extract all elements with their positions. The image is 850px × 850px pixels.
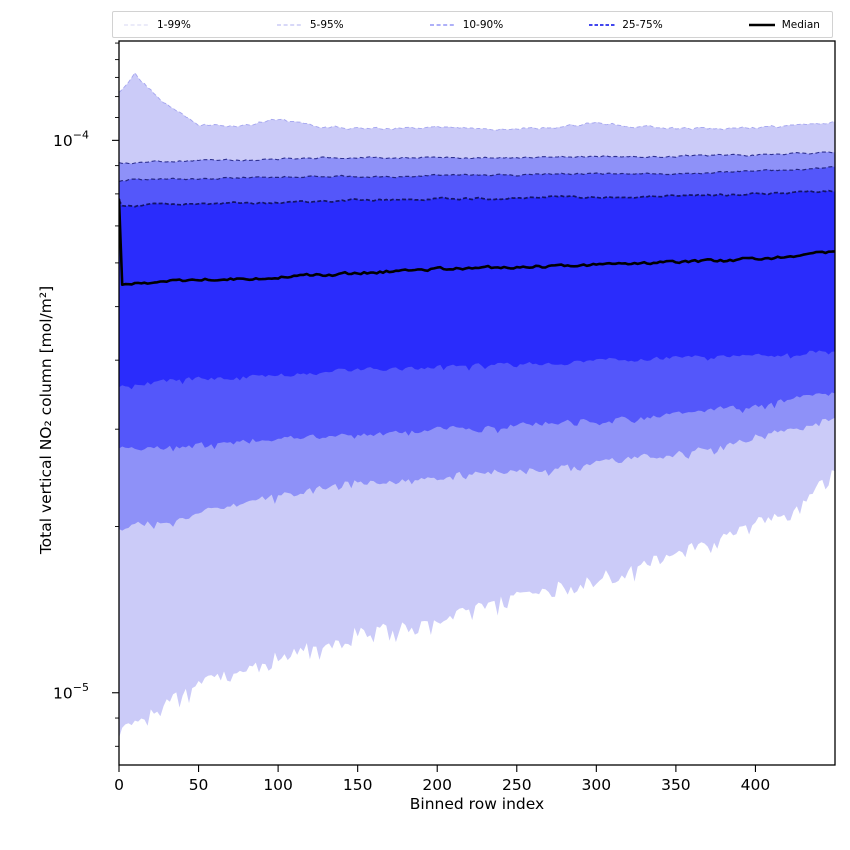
- x-tick-label: 350: [661, 776, 691, 794]
- y-tick-label: 10−4: [53, 128, 89, 150]
- legend-label: 25-75%: [622, 18, 663, 31]
- y-tick-label: 10−5: [53, 681, 89, 703]
- x-axis-label: Binned row index: [409, 795, 545, 813]
- legend-item-5-95: 5-95%: [276, 19, 344, 31]
- y-axis-label: Total vertical NO₂ column [mol/m²]: [37, 285, 55, 555]
- percentile-bands: [119, 71, 835, 739]
- edge-line-25-75%: [119, 189, 835, 208]
- edge-line-5-95%: [119, 151, 835, 165]
- legend-item-25-75: 25-75%: [588, 19, 663, 31]
- x-tick-label: 200: [422, 776, 452, 794]
- median-line: [119, 198, 835, 286]
- legend-line-sample-median: [748, 23, 775, 26]
- legend: 1-99% 5-95% 10-90% 25-75% Median: [112, 11, 833, 38]
- legend-line-sample-5-95: [276, 23, 303, 26]
- legend-label: 5-95%: [309, 18, 344, 31]
- legend-item-1-99: 1-99%: [123, 19, 191, 31]
- legend-label: 10-90%: [462, 18, 504, 31]
- legend-label: Median: [781, 18, 820, 31]
- legend-item-median: Median: [748, 19, 820, 31]
- axes-spines: [118, 40, 836, 766]
- legend-label: 1-99%: [157, 18, 191, 31]
- x-tick-label: 100: [263, 776, 293, 794]
- axes: 0 50 100 150 200 250 300 350 400 10−4 10−5: [53, 40, 836, 794]
- legend-line-sample-10-90: [429, 23, 456, 26]
- edge-line-10-90%: [119, 166, 835, 183]
- x-tick-label: 300: [582, 776, 612, 794]
- edge-line-1-99%: [119, 71, 835, 131]
- x-tick-label: 400: [741, 776, 771, 794]
- legend-line-sample-25-75: [589, 23, 616, 26]
- legend-item-10-90: 10-90%: [429, 18, 504, 31]
- x-tick-label: 150: [343, 776, 373, 794]
- x-tick-label: 50: [189, 776, 209, 794]
- x-tick-label: 0: [114, 776, 124, 794]
- x-tick-label: 250: [502, 776, 532, 794]
- band-fill-25-75%: [119, 190, 835, 390]
- legend-line-sample-1-99: [124, 24, 150, 25]
